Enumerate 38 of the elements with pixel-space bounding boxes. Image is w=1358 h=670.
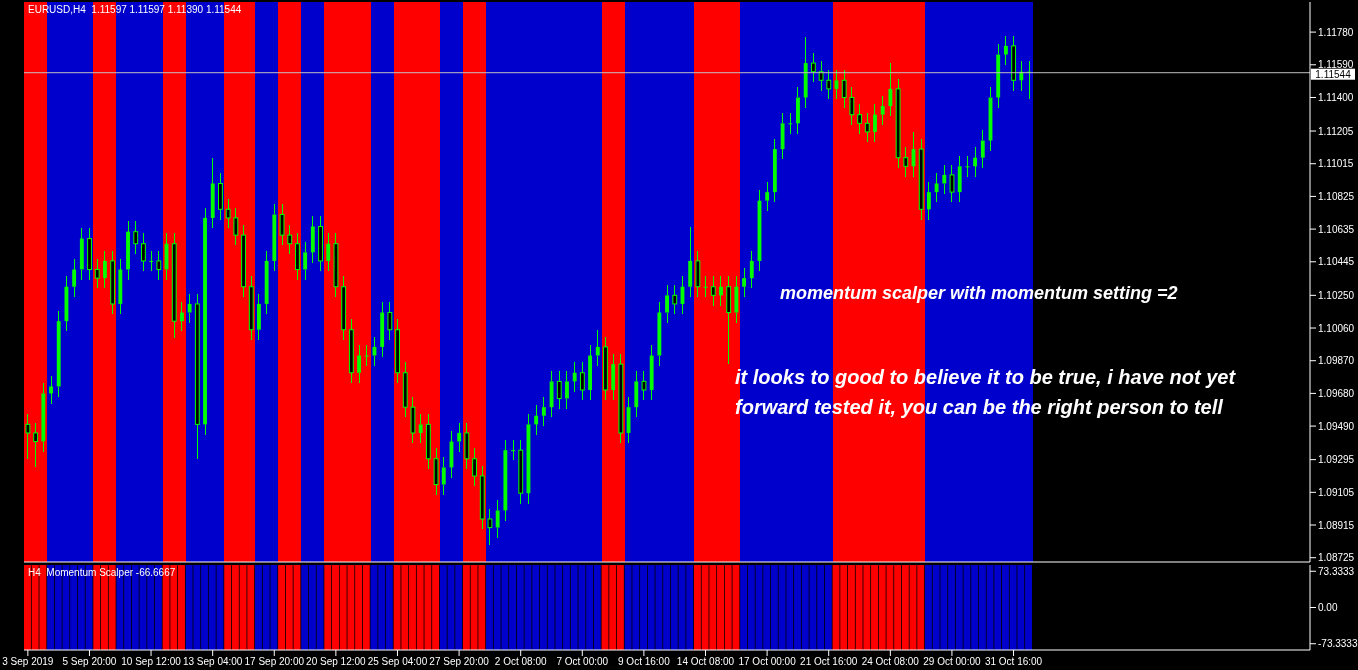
y-tick-label: 1.11780 — [1318, 26, 1354, 38]
y-tick-label: 1.09680 — [1318, 387, 1355, 399]
y-tick-label: 1.09295 — [1318, 454, 1355, 466]
x-tick-label: 20 Sep 12:00 — [306, 656, 367, 668]
x-tick-label: 14 Oct 08:00 — [676, 656, 735, 668]
x-tick-label: 2 Oct 08:00 — [494, 656, 547, 668]
y-tick-label: -73.3333 — [1318, 638, 1358, 650]
y-tick-label: 1.10825 — [1318, 190, 1355, 202]
y-tick-label: 1.10445 — [1318, 256, 1355, 268]
x-tick-label: 29 Oct 00:00 — [923, 656, 981, 668]
x-tick-label: 3 Sep 2019 — [2, 656, 54, 668]
y-tick-label: 1.10250 — [1318, 289, 1355, 301]
x-tick-label: 25 Sep 04:00 — [367, 656, 428, 668]
x-tick-label: 31 Oct 16:00 — [984, 656, 1043, 668]
x-tick-label: 24 Oct 08:00 — [861, 656, 920, 668]
y-tick-label: 1.11205 — [1318, 125, 1354, 137]
y-tick-label: 1.10060 — [1318, 322, 1355, 334]
x-tick-label: 27 Sep 20:00 — [429, 656, 490, 668]
ref-line-label: 1.11544 — [1315, 68, 1352, 80]
x-tick-label: 9 Oct 16:00 — [618, 656, 671, 668]
x-tick-label: 17 Sep 20:00 — [244, 656, 305, 668]
y-tick-label: 1.09105 — [1318, 486, 1355, 498]
y-tick-label: 1.10635 — [1318, 223, 1355, 235]
y-tick-label: 1.08725 — [1318, 552, 1355, 564]
x-tick-label: 5 Sep 20:00 — [62, 656, 117, 668]
y-tick-label: 73.3333 — [1318, 565, 1355, 577]
y-tick-label: 1.11015 — [1318, 158, 1354, 170]
x-tick-label: 17 Oct 00:00 — [738, 656, 797, 668]
y-tick-label: 0.00 — [1318, 602, 1338, 614]
y-tick-label: 1.11400 — [1318, 92, 1354, 104]
x-tick-label: 13 Sep 04:00 — [182, 656, 243, 668]
x-tick-label: 21 Oct 16:00 — [800, 656, 858, 668]
y-tick-label: 1.09870 — [1318, 355, 1355, 367]
y-tick-label: 1.11590 — [1318, 59, 1354, 71]
x-tick-label: 10 Sep 12:00 — [121, 656, 182, 668]
y-tick-label: 1.09490 — [1318, 420, 1355, 432]
y-tick-label: 1.08915 — [1318, 519, 1355, 531]
x-tick-label: 7 Oct 00:00 — [556, 656, 609, 668]
